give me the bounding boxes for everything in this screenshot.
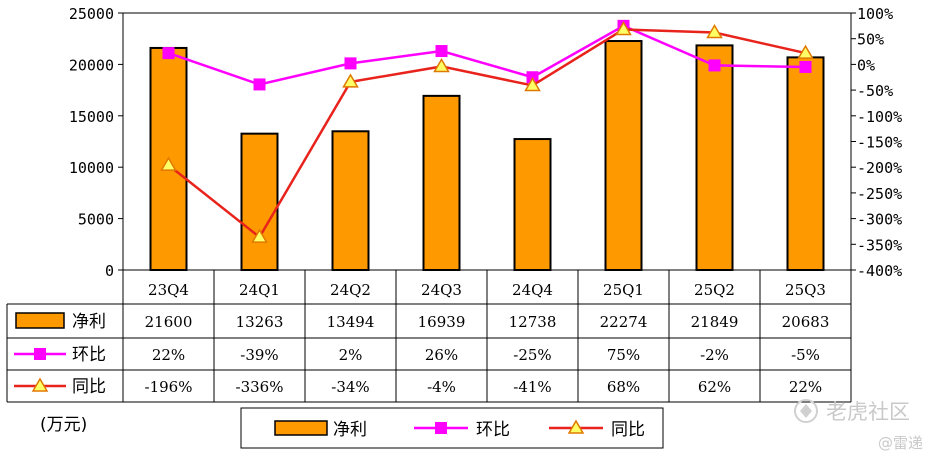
y-right-tick-label: -400% [857,262,902,280]
data-label: 2% [339,346,363,364]
data-label: -336% [236,378,284,396]
x-tick-label: 23Q4 [148,281,189,299]
line-series [160,19,814,243]
y-right-tick-label: -250% [857,185,902,203]
x-tick-label: 25Q3 [785,281,826,299]
legend-label: 环比 [476,420,510,440]
x-tick-label: 24Q1 [239,281,280,299]
data-label: 13263 [236,313,284,331]
row-key-marker [31,377,49,392]
row-series-name: 净利 [72,312,106,332]
series-line-tongbi [167,28,806,239]
data-label: -2% [700,346,729,364]
y-left-tick-label: 0 [105,262,114,280]
y-left-tick-label: 5000 [78,211,114,229]
data-label: -5% [791,346,820,364]
unit-label: (万元) [40,415,87,435]
x-tick-label: 25Q1 [603,281,644,299]
data-label: 12738 [509,313,557,331]
point-huanbi [344,57,357,70]
legend-label: 同比 [611,420,645,440]
data-label: 22% [789,378,822,396]
point-tongbi [706,24,723,39]
point-tongbi [615,20,632,36]
data-label: 75% [607,346,640,364]
data-label: 62% [698,378,731,396]
legend-key-marker [435,422,447,434]
point-huanbi [435,45,448,58]
point-tongbi [342,73,359,88]
data-label: 16939 [418,313,466,331]
data-label: 22274 [600,313,648,331]
y-left-tick-label: 20000 [69,56,114,74]
axes: 25000 20000 15000 10000 5000 0 100% 50% 0% -50% -1… [69,5,902,280]
row-series-name: 环比 [72,345,106,365]
data-label: 20683 [782,313,830,331]
point-huanbi [162,47,175,60]
bar [331,130,370,271]
data-label: 13494 [327,313,375,331]
y-right-tick-label: -200% [857,159,902,177]
bar [513,138,552,271]
point-huanbi [253,78,266,91]
y-left-tick-label: 25000 [69,5,114,23]
data-label: 68% [607,378,640,396]
y-right-tick-label: -50% [857,82,893,100]
legend-key-bar [274,420,328,436]
bar [422,94,461,271]
point-tongbi [433,57,450,73]
bar [240,132,279,271]
data-label: 21849 [691,313,739,331]
data-label: -34% [331,378,369,396]
legend: 净利 环比 同比 [240,407,664,449]
y-right-tick-label: -300% [857,211,902,229]
x-tick-label: 24Q4 [512,281,553,299]
y-right-tick-label: -150% [857,134,902,152]
data-label: 21600 [145,313,193,331]
row-series-name: 同比 [72,377,106,397]
y-right-tick-label: 50% [857,31,884,49]
bar-series-jingli [149,40,825,272]
y-right-tick-label: -350% [857,236,902,254]
data-label: -196% [145,378,193,396]
row-key-marker [34,348,46,360]
watermark-text: 老虎社区 [826,400,910,424]
plot-frame [122,12,852,271]
y-right-tick-label: 0% [857,56,875,74]
x-tick-label: 25Q2 [694,281,735,299]
plot-area [122,12,852,271]
bar [786,56,825,272]
tiger-logo-icon [794,399,818,423]
legend-key-marker [567,419,585,434]
point-huanbi [799,60,812,73]
watermark-author: @雷递 [878,434,923,452]
data-label: -25% [513,346,551,364]
y-left-tick-label: 15000 [69,108,114,126]
point-tongbi [251,228,268,243]
bar [604,40,643,271]
data-table: 23Q4 24Q1 24Q2 24Q3 24Q4 25Q1 25Q2 25Q3 净利 21600 1… [6,270,852,403]
row-key-bar [15,312,65,329]
series-line-huanbi [168,24,806,86]
data-label: -4% [427,378,456,396]
data-label: 26% [425,346,458,364]
x-tick-label: 24Q2 [330,281,371,299]
data-label: -41% [513,378,551,396]
point-tongbi [524,76,541,92]
y-right-tick-label: -100% [857,108,902,126]
watermark: 老虎社区 @雷递 [794,399,923,452]
bar [695,44,734,272]
data-label: 22% [152,346,185,364]
y-left-tick-label: 10000 [69,159,114,177]
data-label: -39% [240,346,278,364]
y-right-tick-label: 100% [857,5,893,23]
point-tongbi [797,44,814,59]
point-huanbi [708,59,721,72]
point-tongbi [160,156,177,171]
legend-label: 净利 [333,420,367,440]
x-tick-label: 24Q3 [421,281,462,299]
